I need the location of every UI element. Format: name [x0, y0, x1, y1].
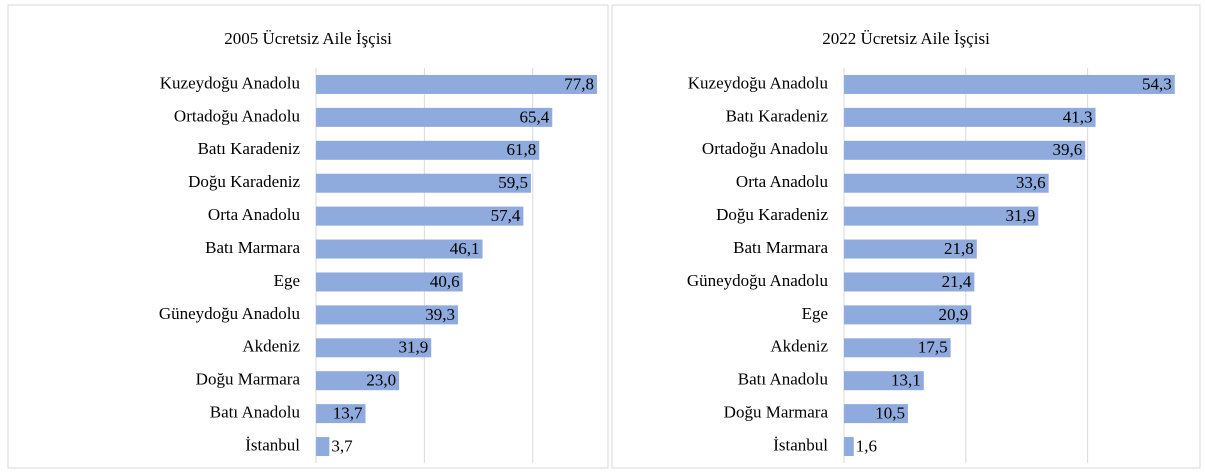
bar: [844, 338, 951, 358]
chart-title: 2022 Ücretsiz Aile İşçisi: [822, 29, 990, 48]
value-label: 31,9: [1006, 206, 1036, 225]
value-label: 39,3: [425, 305, 455, 324]
value-label: 1,6: [856, 436, 877, 455]
y-tick-label: Kuzeydoğu Anadolu: [160, 73, 301, 92]
value-label: 65,4: [520, 107, 550, 126]
value-label: 33,6: [1016, 173, 1046, 192]
bar: [316, 338, 432, 358]
y-tick-label: İstanbul: [773, 435, 828, 454]
bar: [316, 305, 458, 325]
bar: [316, 173, 531, 193]
bar: [316, 239, 483, 259]
value-label: 59,5: [498, 173, 528, 192]
value-label: 41,3: [1063, 107, 1093, 126]
value-label: 31,9: [398, 338, 428, 357]
value-label: 40,6: [430, 272, 460, 291]
value-label: 17,5: [918, 338, 948, 357]
value-label: 39,6: [1052, 140, 1082, 159]
bar: [316, 206, 524, 226]
y-tick-label: Akdeniz: [770, 337, 828, 356]
y-tick-label: Ege: [274, 271, 300, 290]
y-tick-label: Batı Marmara: [733, 238, 828, 257]
value-label: 23,0: [366, 371, 396, 390]
bar: [316, 140, 540, 160]
value-label: 20,9: [939, 305, 969, 324]
y-tick-label: Batı Karadeniz: [726, 106, 829, 125]
y-tick-label: Ortadoğu Anadolu: [174, 106, 301, 125]
y-tick-label: Akdeniz: [242, 337, 300, 356]
value-label: 21,8: [944, 239, 974, 258]
value-label: 46,1: [450, 239, 480, 258]
value-label: 13,1: [891, 371, 921, 390]
bar: [316, 437, 330, 457]
value-label: 77,8: [564, 74, 594, 93]
bar: [844, 371, 924, 391]
value-label: 54,3: [1142, 74, 1172, 93]
bar: [844, 173, 1049, 193]
y-tick-label: Ortadoğu Anadolu: [702, 139, 829, 158]
bar: [844, 305, 972, 325]
value-label: 3,7: [331, 436, 353, 455]
bar: [316, 74, 598, 94]
bar: [844, 107, 1096, 127]
y-tick-label: Doğu Karadeniz: [188, 172, 300, 191]
bar: [844, 206, 1039, 226]
y-tick-label: Ege: [802, 304, 828, 323]
bar: [844, 239, 977, 259]
value-label: 10,5: [875, 404, 905, 423]
y-tick-label: Güneydoğu Anadolu: [687, 271, 829, 290]
bar: [316, 107, 553, 127]
bar: [316, 371, 400, 391]
y-tick-label: Orta Anadolu: [736, 172, 829, 191]
y-tick-label: Batı Marmara: [205, 238, 300, 257]
chart-title: 2005 Ücretsiz Aile İşçisi: [224, 29, 392, 48]
value-label: 13,7: [333, 404, 363, 423]
y-tick-label: Batı Karadeniz: [198, 139, 301, 158]
y-tick-label: Doğu Marmara: [196, 370, 301, 389]
panel-right: [611, 4, 1201, 469]
y-tick-label: Orta Anadolu: [208, 205, 301, 224]
bar: [844, 74, 1175, 94]
value-label: 21,4: [942, 272, 972, 291]
y-tick-label: Batı Anadolu: [210, 403, 301, 422]
panel-left: [7, 4, 609, 469]
value-label: 61,8: [507, 140, 537, 159]
bar: [316, 404, 366, 424]
value-label: 57,4: [491, 206, 521, 225]
y-tick-label: Güneydoğu Anadolu: [159, 304, 301, 323]
y-tick-label: Kuzeydoğu Anadolu: [688, 73, 829, 92]
y-tick-label: İstanbul: [245, 435, 300, 454]
y-tick-label: Doğu Karadeniz: [716, 205, 828, 224]
bar: [844, 140, 1086, 160]
bar: [316, 272, 463, 292]
y-tick-label: Doğu Marmara: [724, 403, 829, 422]
bar: [844, 437, 854, 457]
y-tick-label: Batı Anadolu: [738, 370, 829, 389]
bar: [844, 404, 908, 424]
bar: [844, 272, 975, 292]
